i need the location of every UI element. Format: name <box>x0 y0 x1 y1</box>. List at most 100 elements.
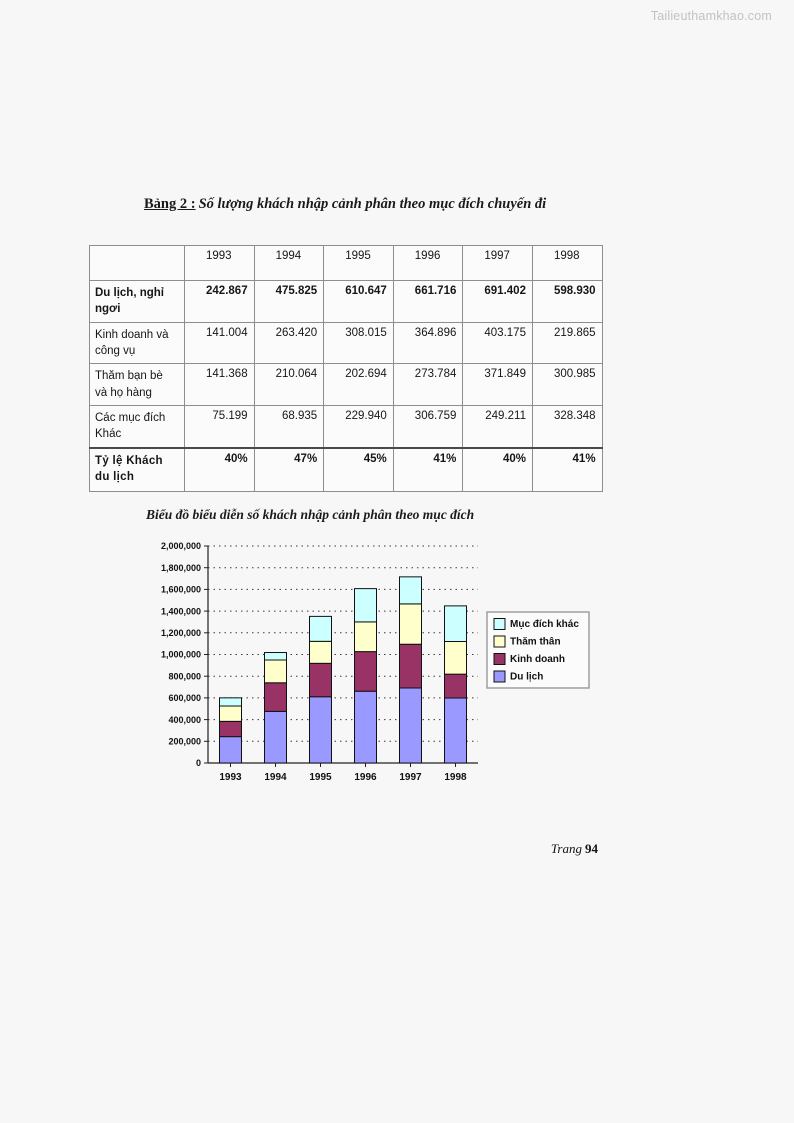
table-cell-value: 229.940 <box>323 404 394 449</box>
table-cell-value: 328.348 <box>531 404 603 449</box>
bar-segment <box>444 697 467 764</box>
bar-segment <box>309 615 332 642</box>
y-axis-tick-label: 200,000 <box>168 737 201 747</box>
x-axis-tick-label: 1994 <box>264 772 287 783</box>
x-axis-tick-label: 1997 <box>399 772 422 783</box>
legend-label: Du lịch <box>510 672 543 683</box>
table-cell-value: 371.849 <box>462 363 533 406</box>
bar-segment <box>264 682 287 712</box>
y-axis-tick-label: 400,000 <box>168 715 201 725</box>
table-cell-value: 75.199 <box>184 404 255 449</box>
page-footer: Trang 94 <box>551 841 598 857</box>
table-cell-value: 610.647 <box>323 280 394 323</box>
x-axis-tick-label: 1995 <box>309 772 332 783</box>
chart-caption: Biểu đồ biểu diễn số khách nhập cảnh phâ… <box>146 507 475 522</box>
table-cell-value: 40% <box>184 446 255 492</box>
table-header-year: 1993 <box>184 245 255 281</box>
y-axis-tick-label: 0 <box>196 758 201 768</box>
y-axis-tick-label: 1,000,000 <box>161 650 201 660</box>
bar-segment <box>354 621 377 653</box>
table-header-year: 1997 <box>462 245 533 281</box>
table-cell-value: 249.211 <box>462 404 533 449</box>
table-cell-value: 202.694 <box>323 363 394 406</box>
table-header-row: 1993 1994 1995 1996 1997 1998 <box>89 245 603 281</box>
bar-segment <box>399 687 422 764</box>
table-cell-value: 300.985 <box>531 363 603 406</box>
x-axis-tick-label: 1993 <box>219 772 242 783</box>
table-row-label: Du lịch, nghỉ ngơi <box>89 280 185 323</box>
bar-segment <box>264 652 287 661</box>
bar-segment <box>354 588 377 623</box>
table-row: Tỷ lệ Khách du lịch 40% 47% 45% 41% 40% 41% <box>89 446 603 492</box>
legend-swatch <box>493 618 506 630</box>
visitor-purpose-table: 1993 1994 1995 1996 1997 1998 Du lịch, nghỉ ng… <box>89 245 603 492</box>
bar-segment <box>219 736 242 764</box>
table-caption-title: Số lượng khách nhập cảnh phân theo mục đ… <box>198 196 547 212</box>
bar-segment <box>264 659 287 684</box>
legend-swatch <box>493 670 506 683</box>
y-axis-tick-label: 1,600,000 <box>161 585 201 595</box>
y-axis-tick-label: 800,000 <box>168 671 201 681</box>
table-header-year: 1995 <box>323 245 394 281</box>
table-row-label: Các mục đích Khác <box>89 404 185 449</box>
x-axis-tick-label: 1998 <box>444 772 467 783</box>
table-row-label: Tỷ lệ Khách du lịch <box>89 446 185 492</box>
table-row: Du lịch, nghỉ ngơi 242.867 475.825 610.647 6… <box>89 280 603 323</box>
table-caption-label: Bảng 2 : <box>144 196 196 212</box>
y-axis-tick-label: 1,200,000 <box>161 628 201 638</box>
footer-page-number: 94 <box>585 841 598 856</box>
bar-segment <box>399 603 422 645</box>
watermark-text: Tailieuthamkhao.com <box>650 9 772 23</box>
bar-segment <box>219 720 242 738</box>
table-cell-value: 364.896 <box>392 321 464 365</box>
stacked-bar-chart: 0 200,000 400,000 600,000 800,000 1,000,000 1,… <box>140 540 600 790</box>
legend-swatch <box>493 653 506 665</box>
table-cell-value: 242.867 <box>184 280 255 323</box>
bar-segment <box>399 576 422 605</box>
bar-segment <box>399 643 422 689</box>
table-cell-value: 141.368 <box>184 363 255 406</box>
bar-segment <box>309 696 332 764</box>
legend-label: Mục đích khác <box>510 619 579 630</box>
table-cell-value: 210.064 <box>253 363 325 406</box>
legend-label: Thăm thân <box>510 637 561 648</box>
legend-swatch <box>493 635 506 648</box>
y-axis-tick-label: 1,800,000 <box>161 563 201 573</box>
table-cell-value: 41% <box>392 446 464 492</box>
bar-segment <box>219 705 242 722</box>
table-cell-value: 141.004 <box>184 321 255 365</box>
bar-segment <box>354 690 377 764</box>
table-corner-cell <box>89 245 185 281</box>
y-axis-tick-label: 1,400,000 <box>161 606 201 616</box>
table-header-year: 1998 <box>531 245 603 281</box>
bar-segment <box>309 662 332 698</box>
x-axis-tick-label: 1996 <box>354 772 377 783</box>
bar-segment <box>444 605 467 643</box>
table-caption: Bảng 2 : Số lượng khách nhập cảnh phân th… <box>144 196 546 213</box>
bar-segment <box>219 697 242 707</box>
y-axis-tick-label: 600,000 <box>168 693 201 703</box>
bar-segment <box>309 640 332 664</box>
table-cell-value: 661.716 <box>392 280 464 323</box>
table-cell-value: 41% <box>531 446 603 492</box>
table-cell-value: 47% <box>253 446 325 492</box>
table-cell-value: 45% <box>323 446 394 492</box>
table-cell-value: 219.865 <box>531 321 603 365</box>
legend-label: Kinh doanh <box>510 654 565 665</box>
table-cell-value: 691.402 <box>462 280 533 323</box>
y-axis-tick-label: 2,000,000 <box>161 541 201 551</box>
table-row: Các mục đích Khác 75.199 68.935 229.940 306.… <box>89 404 603 449</box>
bar-segment <box>444 673 467 699</box>
table-cell-value: 598.930 <box>531 280 603 323</box>
table-cell-value: 68.935 <box>253 404 325 449</box>
footer-label: Trang <box>550 841 582 856</box>
table-cell-value: 263.420 <box>253 321 325 365</box>
table-cell-value: 306.759 <box>392 404 464 449</box>
table-row-label: Thăm bạn bè và họ hàng <box>89 363 185 406</box>
bar-segment <box>444 641 467 675</box>
table-cell-value: 273.784 <box>392 363 464 406</box>
bar-segment <box>264 710 287 764</box>
table-row-label: Kinh doanh và công vụ <box>89 321 185 365</box>
table-row: Thăm bạn bè và họ hàng 141.368 210.064 202.… <box>89 363 603 406</box>
